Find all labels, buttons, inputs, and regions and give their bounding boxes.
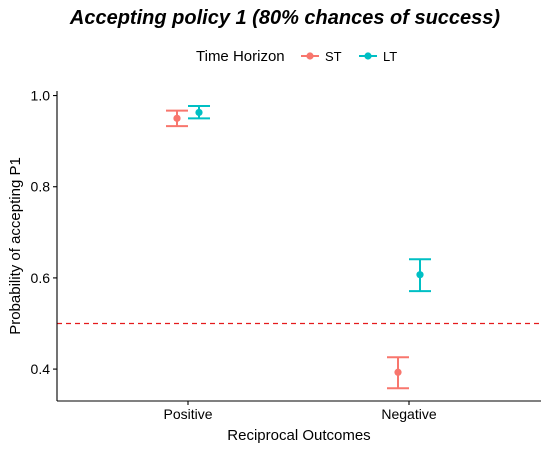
data-point [394, 368, 402, 376]
y-axis-title: Probability of accepting P1 [7, 157, 24, 335]
data-point [416, 271, 424, 279]
y-tick-label: 0.6 [31, 270, 51, 286]
legend-key-point [364, 52, 372, 60]
chart-title: Accepting policy 1 (80% chances of succe… [69, 7, 501, 29]
legend-label: LT [383, 49, 397, 64]
x-axis-ticks: Positive Negative [163, 401, 437, 422]
x-tick-label: Negative [381, 406, 436, 422]
x-tick-label: Positive [163, 406, 212, 422]
series-layer [166, 105, 431, 390]
y-tick-label: 1.0 [31, 88, 51, 104]
x-axis-title: Reciprocal Outcomes [227, 427, 370, 444]
legend-label: ST [325, 49, 342, 64]
legend-items: ST LT [301, 49, 397, 64]
data-point [195, 108, 203, 117]
legend-key-point [306, 52, 314, 60]
legend-item-lt: LT [359, 49, 397, 64]
series-st [166, 109, 409, 390]
plot-area: 0.4 0.6 0.8 1.0 Positive Negative [31, 88, 541, 422]
data-point [173, 114, 181, 122]
series-lt [188, 105, 431, 293]
y-tick-label: 0.8 [31, 179, 51, 195]
legend-item-st: ST [301, 49, 342, 64]
legend: Time Horizon ST LT [196, 48, 397, 65]
y-axis-ticks: 0.4 0.6 0.8 1.0 [31, 88, 57, 377]
legend-title: Time Horizon [196, 48, 285, 65]
y-tick-label: 0.4 [31, 361, 51, 377]
